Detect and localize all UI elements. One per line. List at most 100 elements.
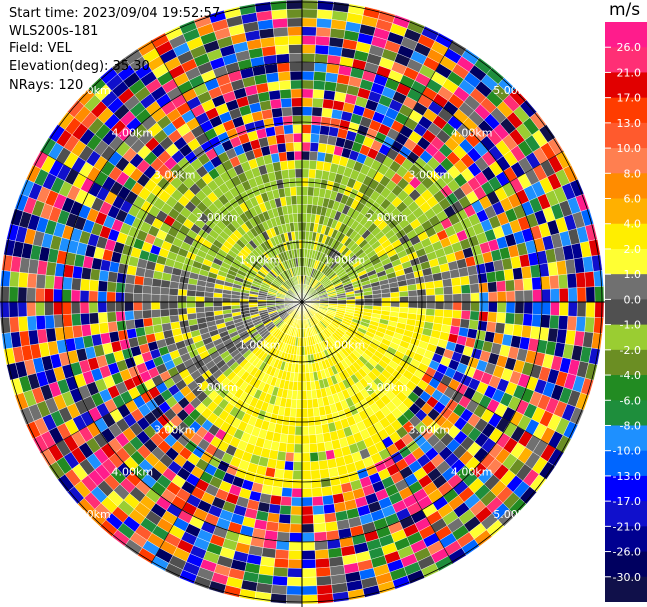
velocity-gate (523, 301, 534, 315)
velocity-gate (478, 311, 489, 322)
velocity-gate (293, 141, 303, 152)
velocity-gate (293, 452, 303, 463)
velocity-gate (301, 159, 310, 170)
velocity-gate (576, 286, 587, 303)
velocity-gate (529, 264, 541, 279)
velocity-gate (514, 301, 525, 314)
velocity-gate (271, 486, 283, 497)
range-ring-label: 5.00km (493, 508, 535, 521)
range-ring-label: 3.00km (409, 423, 451, 436)
velocity-gate (9, 316, 20, 333)
velocity-gate (292, 470, 303, 480)
velocity-gate (313, 522, 327, 533)
velocity-gate (319, 125, 331, 136)
velocity-gate (363, 298, 374, 303)
velocity-gate (321, 486, 333, 497)
velocity-gate (221, 301, 232, 307)
velocity-gate (301, 17, 318, 28)
velocity-gate (311, 478, 322, 489)
velocity-gate (264, 63, 279, 75)
velocity-gate (306, 213, 312, 223)
velocity-gate (505, 312, 516, 325)
elevation-label: Elevation(deg): 35.30 (9, 58, 150, 74)
velocity-gate (313, 71, 327, 82)
velocity-gate (521, 265, 532, 279)
velocity-gate (424, 314, 435, 323)
velocity-gate (301, 204, 308, 214)
velocity-gate (310, 133, 320, 144)
velocity-gate (88, 301, 99, 314)
velocity-gate (286, 434, 296, 445)
velocity-gate (301, 8, 318, 19)
velocity-gate (133, 310, 144, 320)
velocity-gate (325, 521, 339, 532)
velocity-gate (301, 168, 310, 178)
velocity-gate (204, 296, 214, 303)
velocity-gate (195, 301, 205, 308)
velocity-gate (452, 301, 463, 311)
velocity-gate (213, 297, 223, 303)
velocity-gate (291, 390, 298, 400)
velocity-gate (230, 294, 241, 299)
velocity-gate (142, 309, 152, 319)
velocity-gate (316, 151, 326, 162)
velocity-gate (301, 124, 312, 134)
velocity-gate (591, 332, 603, 350)
velocity-gate (305, 230, 310, 241)
velocity-gate (44, 314, 55, 330)
velocity-gate (325, 143, 336, 155)
velocity-gate (168, 294, 178, 303)
velocity-gate (550, 288, 560, 303)
velocity-gate (301, 496, 313, 507)
velocity-gate (522, 277, 533, 291)
velocity-gate (314, 53, 329, 64)
velocity-gate (301, 150, 311, 161)
velocity-gate (323, 503, 336, 515)
velocity-gate (168, 301, 178, 310)
velocity-gate (319, 468, 331, 479)
velocity-gate (290, 514, 303, 525)
velocity-gate (134, 318, 145, 329)
velocity-gate (316, 18, 332, 29)
velocity-gate (381, 306, 391, 312)
velocity-gate (325, 529, 340, 541)
velocity-gate (559, 301, 569, 317)
colorbar-tick-label: 21.0 (617, 66, 642, 79)
velocity-gate (293, 150, 303, 161)
velocity-gate (470, 301, 480, 312)
velocity-gate (558, 273, 569, 289)
velocity-gate (532, 301, 542, 315)
velocity-gate (278, 442, 288, 453)
velocity-gate (151, 286, 161, 295)
velocity-gate (470, 292, 480, 303)
velocity-gate (80, 278, 91, 291)
velocity-gate (133, 293, 143, 303)
velocity-gate (124, 292, 134, 303)
velocity-gate (291, 488, 303, 498)
velocity-gate (531, 313, 542, 328)
velocity-gate (293, 461, 303, 471)
velocity-gate (512, 267, 523, 280)
velocity-gate (326, 135, 338, 146)
velocity-gate (17, 301, 28, 318)
velocity-gate (558, 315, 569, 331)
velocity-gate (306, 204, 313, 214)
velocity-gate (159, 286, 170, 296)
velocity-gate (17, 286, 28, 303)
colorbar-tick-label: 4.0 (624, 218, 642, 231)
velocity-gate (63, 264, 75, 279)
velocity-gate (310, 469, 321, 480)
velocity-gate (487, 311, 498, 323)
colorbar-tick-label: 6.0 (624, 193, 642, 206)
velocity-gate (159, 308, 170, 318)
velocity-gate (381, 297, 391, 303)
velocity-gate (286, 585, 303, 596)
velocity-gate (486, 321, 497, 333)
velocity-gate (271, 9, 288, 20)
velocity-gate (294, 434, 303, 445)
velocity-gate (522, 313, 533, 327)
velocity-gate (541, 301, 551, 316)
velocity-gate (273, 125, 285, 136)
velocity-gate (285, 452, 295, 462)
velocity-gate (301, 133, 311, 143)
